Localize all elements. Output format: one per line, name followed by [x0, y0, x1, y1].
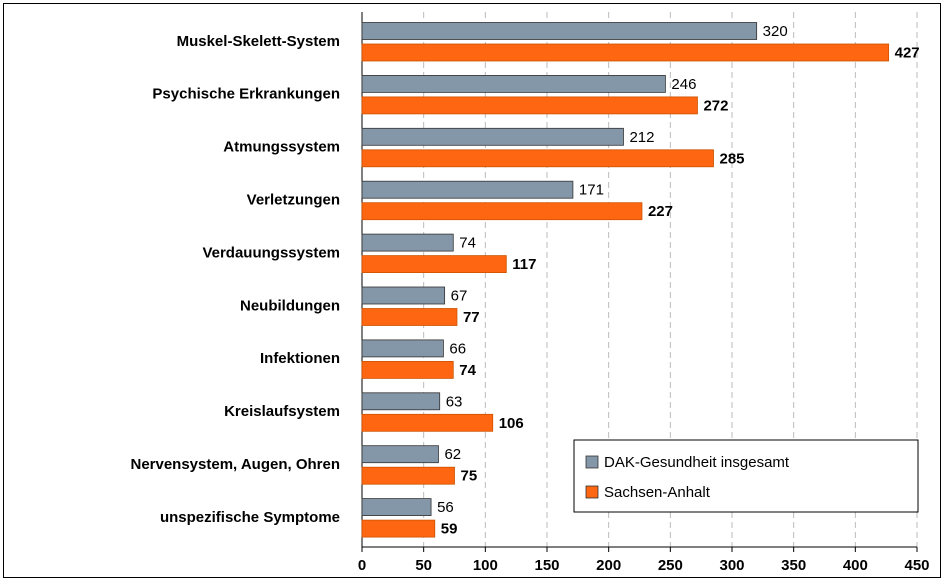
bar	[361, 149, 714, 168]
bar	[361, 75, 666, 93]
x-tick-label: 400	[843, 557, 868, 574]
x-tick-label: 350	[781, 557, 806, 574]
bar	[361, 202, 643, 221]
x-tick-label: 450	[904, 557, 929, 574]
legend-swatch	[585, 455, 599, 469]
bar	[361, 255, 507, 274]
value-label: 75	[461, 468, 478, 485]
value-label: 117	[512, 256, 536, 273]
y-tick-label: Kreislaufsystem	[224, 403, 340, 420]
x-tick-label: 100	[473, 557, 498, 574]
bar	[361, 308, 458, 326]
y-tick-label: Neubildungen	[240, 297, 340, 314]
value-label: 246	[671, 76, 696, 93]
bar	[361, 127, 624, 146]
y-tick-label: Infektionen	[260, 350, 340, 367]
legend-label: Sachsen-Anhalt	[604, 484, 711, 501]
x-tick-label: 200	[596, 557, 621, 574]
bar	[361, 445, 439, 464]
y-tick-label: Muskel-Skelett-System	[177, 33, 340, 50]
bar	[361, 519, 436, 538]
y-tick-label: unspezifische Symptome	[160, 509, 340, 526]
bar	[361, 286, 446, 305]
value-label: 56	[437, 499, 454, 516]
value-label: 74	[459, 235, 476, 252]
value-label: 77	[463, 309, 480, 326]
legend-swatch	[585, 485, 599, 499]
value-label: 59	[441, 521, 458, 538]
bar	[361, 413, 494, 432]
value-label: 272	[703, 97, 728, 114]
value-label: 427	[895, 44, 920, 61]
x-tick-label: 150	[534, 557, 559, 574]
value-label: 106	[499, 415, 524, 432]
x-tick-label: 0	[358, 557, 366, 574]
value-label: 227	[648, 203, 673, 220]
bar	[361, 466, 455, 485]
value-label: 66	[449, 340, 466, 357]
value-label: 320	[763, 23, 788, 40]
bar	[361, 498, 432, 517]
x-tick-label: 300	[719, 557, 744, 574]
y-tick-label: Verdauungssystem	[202, 244, 340, 261]
value-label: 212	[629, 129, 654, 146]
y-tick-label: Atmungssystem	[223, 139, 340, 156]
bar	[361, 339, 444, 358]
bar	[361, 392, 441, 411]
x-tick-label: 50	[415, 557, 432, 574]
bar	[361, 360, 454, 379]
legend-box	[573, 439, 919, 513]
legend-label: DAK-Gesundheit insgesamt	[604, 454, 790, 471]
x-tick-label: 250	[658, 557, 683, 574]
value-label: 62	[444, 446, 461, 463]
bar	[361, 96, 698, 115]
y-tick-label: Nervensystem, Augen, Ohren	[130, 456, 340, 473]
value-label: 63	[446, 393, 463, 410]
value-label: 171	[579, 182, 604, 199]
bar	[361, 180, 574, 199]
bar	[361, 22, 758, 40]
value-label: 285	[720, 150, 745, 167]
bar	[361, 43, 890, 62]
value-label: 67	[451, 287, 468, 304]
y-tick-label: Psychische Erkrankungen	[152, 86, 340, 103]
value-label: 74	[459, 362, 476, 379]
bar	[361, 233, 454, 252]
y-tick-label: Verletzungen	[247, 191, 340, 208]
